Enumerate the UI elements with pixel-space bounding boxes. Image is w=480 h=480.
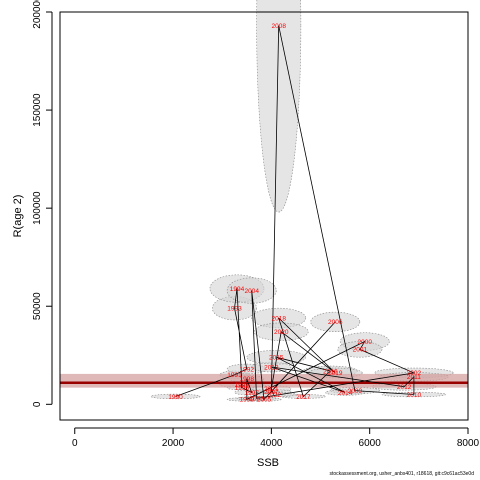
year-label-2001: 2001: [353, 347, 368, 354]
x-tick-label-0: 0: [72, 438, 78, 449]
footer-credit: stockassessment.org, usher_anbs401, r186…: [329, 471, 474, 477]
y-tick-label-200000: 200000: [32, 0, 43, 29]
year-label-2017: 2017: [296, 394, 311, 401]
year-label-1992: 1992: [240, 366, 255, 373]
year-label-1994: 1994: [230, 286, 245, 293]
year-label-2010: 2010: [407, 392, 422, 399]
year-label-2004: 2004: [244, 288, 259, 295]
reference-band: [60, 373, 468, 388]
ellipse-2022: [251, 391, 297, 398]
year-label-2003: 2003: [249, 396, 264, 403]
year-label-2015: 2015: [269, 355, 284, 362]
trajectory-line: [175, 25, 416, 401]
year-label-1995: 1995: [235, 382, 250, 389]
year-label-2014: 2014: [338, 390, 353, 397]
year-label-2002: 2002: [407, 370, 422, 377]
year-label-2012: 2012: [397, 384, 412, 391]
year-label-1993: 1993: [227, 305, 242, 312]
year-label-2020: 2020: [274, 329, 289, 336]
year-label-2007: 2007: [264, 389, 279, 396]
x-tick-label-4000: 4000: [260, 438, 283, 449]
x-axis-title: SSB: [257, 457, 279, 469]
year-label-2019: 2019: [328, 370, 343, 377]
year-label-2018: 2018: [272, 315, 287, 322]
year-label-2021: 2021: [264, 386, 279, 393]
y-tick-label-0: 0: [32, 401, 43, 407]
year-label-1997: 1997: [244, 390, 259, 397]
year-label-2016: 2016: [323, 368, 338, 375]
year-label-2009: 2009: [348, 388, 363, 395]
year-label-1996: 1996: [235, 385, 250, 392]
year-label-1999: 1999: [240, 397, 255, 404]
y-axis-title: R(age 2): [12, 195, 24, 238]
year-label-2000: 2000: [358, 339, 373, 346]
year-label-2013: 2013: [264, 364, 279, 371]
plot-frame: [59, 11, 469, 421]
x-tick-label-8000: 8000: [457, 438, 480, 449]
year-label-2006: 2006: [328, 319, 343, 326]
year-label-2005: 2005: [257, 397, 272, 404]
y-tick-label-150000: 150000: [32, 93, 43, 127]
x-tick-label-6000: 6000: [359, 438, 382, 449]
y-tick-label-100000: 100000: [32, 191, 43, 225]
year-label-1991: 1991: [227, 372, 242, 379]
year-label-2022: 2022: [267, 392, 282, 399]
year-label-1998: 1998: [240, 376, 255, 383]
year-label-2011: 2011: [407, 374, 421, 381]
year-label-2008: 2008: [272, 23, 287, 30]
ellipse-2008: [256, 0, 302, 213]
year-label-1990: 1990: [168, 394, 183, 401]
x-tick-label-2000: 2000: [162, 438, 185, 449]
y-tick-label-50000: 50000: [32, 292, 43, 320]
